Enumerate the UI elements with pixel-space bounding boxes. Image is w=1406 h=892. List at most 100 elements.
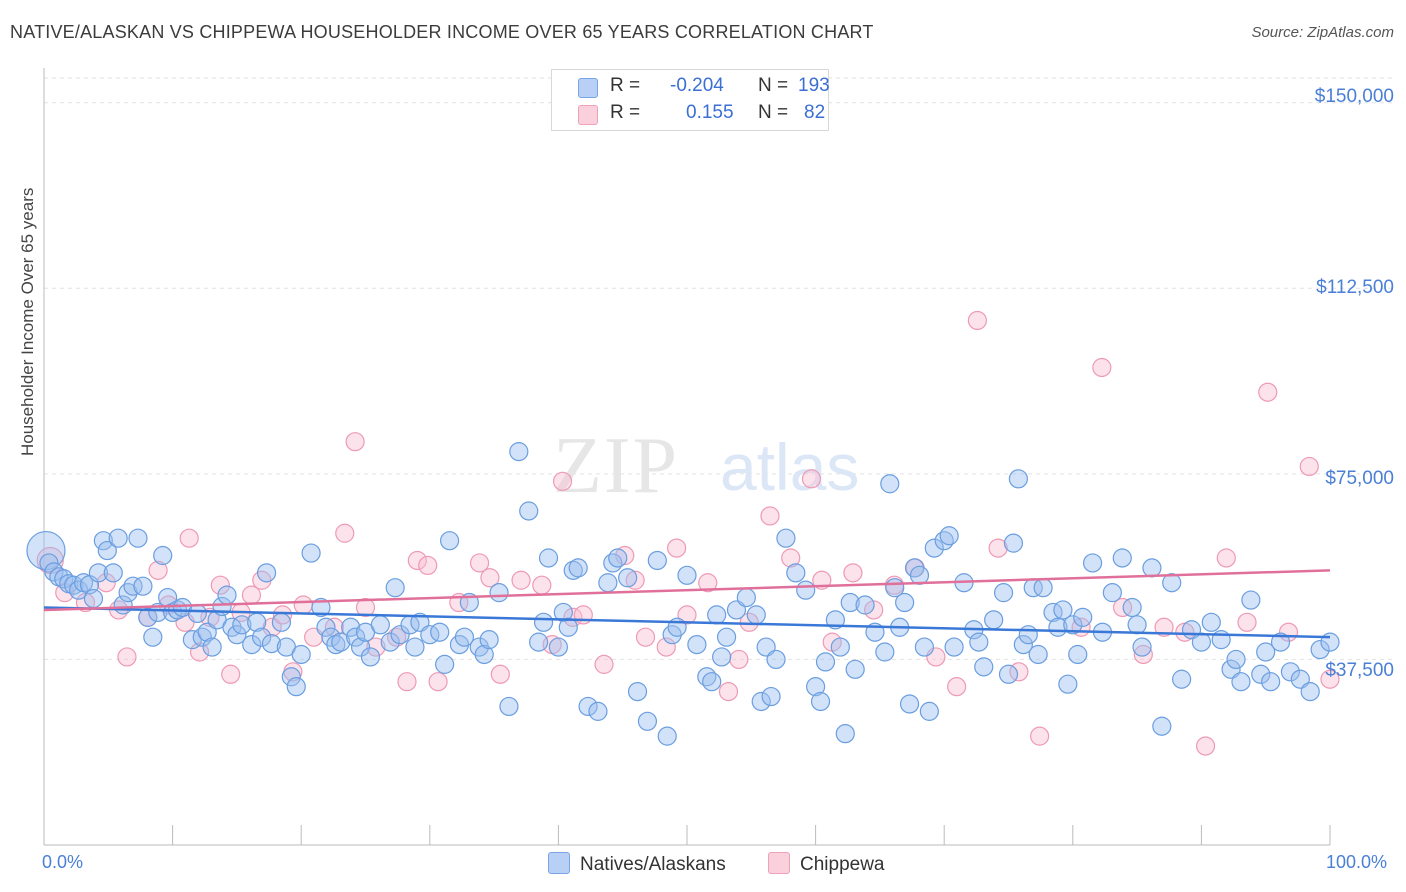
natives-point <box>291 644 311 665</box>
bottom-legend-swatch-chippewa <box>768 852 790 874</box>
natives-point <box>924 538 944 558</box>
natives-point <box>880 474 900 494</box>
natives-point <box>712 647 732 667</box>
chippewa-point <box>272 605 293 625</box>
chippewa-point <box>1133 644 1153 665</box>
natives-point <box>707 605 727 625</box>
natives-point <box>974 657 994 677</box>
natives-point <box>796 580 816 600</box>
legend-n-value: 193 <box>798 75 830 96</box>
natives-point <box>405 637 425 657</box>
natives-point <box>93 531 113 551</box>
natives-point <box>350 637 371 657</box>
natives-point <box>479 630 499 650</box>
chippewa-point <box>1030 726 1050 746</box>
natives-point <box>1231 672 1251 692</box>
natives-point <box>187 603 207 624</box>
natives-point <box>529 632 549 652</box>
chippewa-point <box>967 310 987 331</box>
natives-point <box>677 565 697 585</box>
natives-point <box>1068 644 1088 665</box>
chippewa-point <box>635 627 656 647</box>
natives-point <box>499 696 519 717</box>
natives-point <box>1261 672 1281 692</box>
natives-point <box>845 659 865 679</box>
natives-point <box>1013 634 1033 655</box>
chippewa-point <box>148 560 168 580</box>
chippewa-point <box>262 617 282 637</box>
natives-point <box>97 540 117 561</box>
natives-point <box>855 595 875 615</box>
natives-point <box>138 607 158 627</box>
natives-point <box>588 701 608 721</box>
natives-point <box>489 583 509 603</box>
natives-point <box>761 686 781 707</box>
chippewa-point <box>397 672 417 692</box>
chippewa-point <box>96 573 116 593</box>
natives-point <box>103 563 123 583</box>
natives-point <box>271 612 292 632</box>
natives-point <box>825 610 845 630</box>
chippewa-point <box>1299 456 1319 477</box>
legend-r-value: -0.204 <box>670 75 724 96</box>
chippewa-point <box>988 538 1008 558</box>
natives-point <box>969 632 989 652</box>
natives-point <box>385 578 405 598</box>
bottom-legend-chippewa: Chippewa <box>768 852 885 876</box>
natives-point <box>153 545 173 566</box>
natives-point <box>341 617 361 637</box>
natives-point <box>1152 716 1172 736</box>
natives-point <box>1256 642 1276 662</box>
chippewa-point <box>469 553 490 573</box>
natives-point <box>227 625 247 645</box>
chart-title: NATIVE/ALASKAN VS CHIPPEWA HOUSEHOLDER I… <box>10 22 874 42</box>
chippewa-point <box>117 647 137 667</box>
chippewa-point <box>1258 382 1278 402</box>
natives-point <box>286 677 306 697</box>
natives-point <box>805 677 826 697</box>
natives-point <box>1191 632 1212 652</box>
natives-point <box>1270 632 1291 652</box>
natives-point <box>538 548 559 568</box>
legend-r-label: R = <box>610 102 641 123</box>
chippewa-point <box>189 642 210 662</box>
chippewa-point <box>490 664 510 684</box>
natives-point <box>993 583 1014 603</box>
chippewa-point <box>594 654 614 674</box>
legend-swatch-natives <box>578 78 598 98</box>
natives-point <box>202 637 222 657</box>
natives-point <box>1310 639 1330 660</box>
natives-point <box>736 587 756 608</box>
natives-point <box>1058 674 1078 694</box>
bottom-legend-label-natives: Natives/Alaskans <box>580 854 726 875</box>
chippewa-point <box>698 573 718 593</box>
natives-point <box>148 602 168 623</box>
natives-point <box>899 694 920 714</box>
chippewa-point <box>221 664 241 684</box>
natives-point <box>909 565 930 585</box>
chippewa-point <box>418 555 438 576</box>
natives-point <box>108 528 128 548</box>
chippewa-point <box>1320 669 1340 689</box>
natives-point <box>509 442 529 462</box>
natives-point <box>474 644 494 665</box>
natives-point <box>1073 607 1093 627</box>
natives-point <box>1132 637 1152 657</box>
natives-point <box>83 588 104 609</box>
natives-point <box>1251 664 1271 684</box>
natives-point <box>1226 649 1246 670</box>
watermark-atlas: atlas <box>720 430 859 504</box>
natives-point <box>548 637 569 657</box>
legend-r-label: R = <box>610 75 641 96</box>
natives-point <box>1127 615 1147 635</box>
natives-point <box>1280 662 1301 682</box>
chippewa-point <box>1154 617 1174 637</box>
x-tick-label-min: 0.0% <box>42 852 84 872</box>
natives-trendline <box>43 606 1331 639</box>
chippewa-point <box>760 506 780 526</box>
natives-point <box>919 701 939 721</box>
natives-point <box>1008 469 1028 489</box>
natives-point <box>454 627 475 647</box>
natives-point <box>657 726 677 746</box>
natives-point <box>519 501 539 521</box>
